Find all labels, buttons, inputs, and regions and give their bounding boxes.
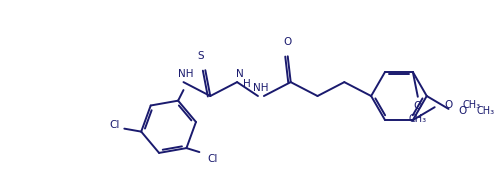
Text: Cl: Cl — [109, 120, 120, 130]
Text: O: O — [284, 37, 292, 47]
Text: CH₃: CH₃ — [476, 106, 494, 116]
Text: O: O — [458, 106, 466, 116]
Text: O: O — [414, 101, 422, 111]
Text: NH: NH — [253, 83, 269, 93]
Text: CH₃: CH₃ — [409, 114, 427, 124]
Text: O: O — [444, 100, 453, 110]
Text: Cl: Cl — [207, 154, 217, 164]
Text: CH₃: CH₃ — [462, 100, 480, 110]
Text: S: S — [197, 51, 204, 61]
Text: H: H — [243, 79, 251, 89]
Text: NH: NH — [178, 69, 193, 79]
Text: N: N — [236, 69, 244, 79]
